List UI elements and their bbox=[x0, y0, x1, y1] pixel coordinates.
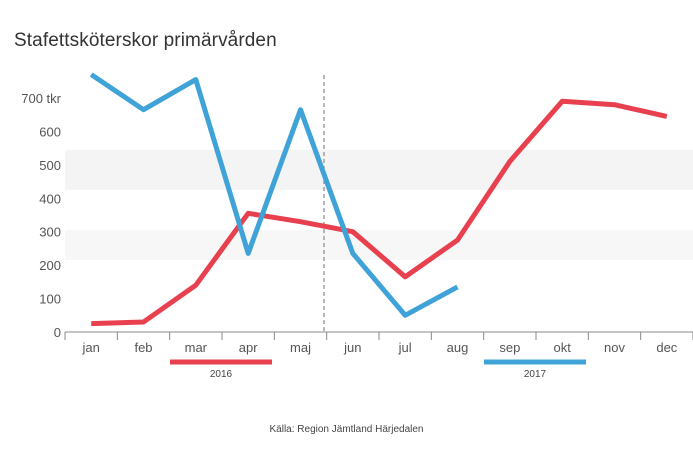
x-tick-label: dec bbox=[656, 340, 677, 355]
x-tick-label: jul bbox=[398, 340, 412, 355]
x-tick-label: jan bbox=[81, 340, 99, 355]
legend-label-2016: 2016 bbox=[210, 369, 233, 380]
y-tick-label: 700 tkr bbox=[21, 91, 61, 106]
y-axis-ticks: 0 100 200 300 400 500 600 700 tkr bbox=[21, 91, 61, 340]
x-axis-ticks: jan feb mar apr maj jun jul aug sep okt nov dec bbox=[64, 332, 693, 355]
y-tick-label: 100 bbox=[39, 292, 61, 307]
x-tick-label: feb bbox=[134, 340, 152, 355]
x-tick-label: apr bbox=[239, 340, 258, 355]
y-tick-label: 400 bbox=[39, 191, 61, 206]
x-tick-label: maj bbox=[290, 340, 311, 355]
x-tick-label: mar bbox=[185, 340, 208, 355]
x-tick-label: jun bbox=[343, 340, 361, 355]
y-tick-label: 300 bbox=[39, 225, 61, 240]
x-tick-label: aug bbox=[447, 340, 469, 355]
series-lines bbox=[89, 72, 668, 327]
y-tick-label: 200 bbox=[39, 258, 61, 273]
legend: 2016 2017 bbox=[170, 359, 586, 380]
legend-label-2017: 2017 bbox=[524, 369, 547, 380]
chart-title: Stafettsköterskor primärvården bbox=[14, 30, 277, 51]
source-note: Källa: Region Jämtland Härjedalen bbox=[269, 424, 424, 435]
x-tick-label: sep bbox=[499, 340, 520, 355]
x-tick-label: okt bbox=[553, 340, 571, 355]
y-tick-label: 500 bbox=[39, 158, 61, 173]
y-tick-label: 0 bbox=[54, 325, 61, 340]
background-shading bbox=[65, 150, 693, 260]
series-line-2017 bbox=[89, 72, 459, 318]
y-tick-label: 600 bbox=[39, 124, 61, 139]
series-line-2016 bbox=[91, 98, 668, 327]
x-tick-label: nov bbox=[604, 340, 625, 355]
